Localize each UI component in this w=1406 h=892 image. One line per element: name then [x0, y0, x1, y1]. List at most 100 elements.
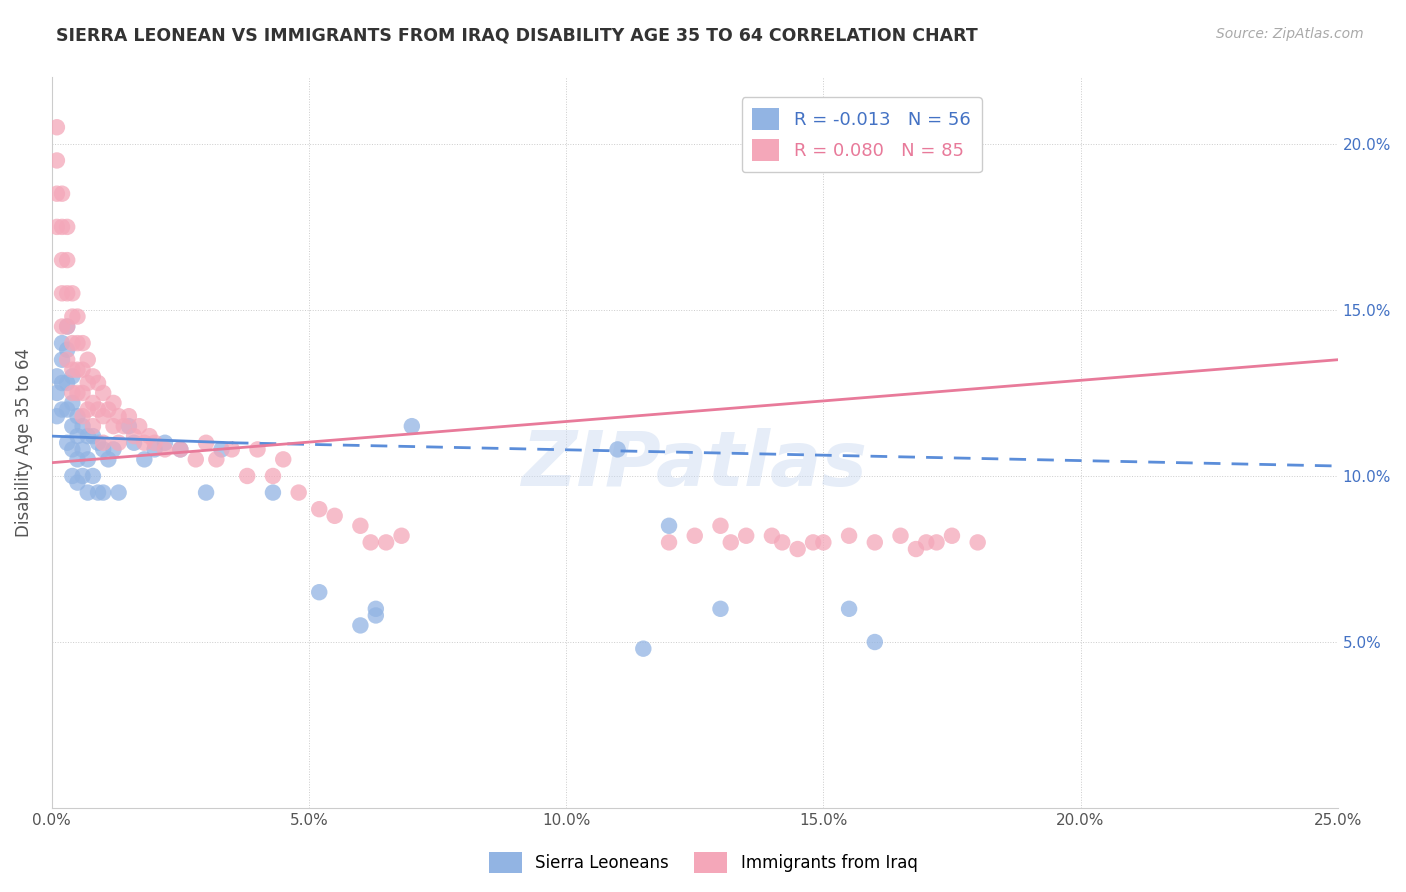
Point	[60, 396, 83, 410]
Point	[118, 419, 141, 434]
Point	[134, 435, 156, 450]
Point	[308, 502, 330, 516]
Point	[169, 442, 191, 457]
Point	[56, 352, 79, 367]
Point	[60, 386, 83, 401]
Point	[72, 409, 94, 424]
Point	[349, 518, 371, 533]
Point	[76, 352, 98, 367]
Point	[66, 386, 89, 401]
Point	[195, 485, 218, 500]
Point	[56, 319, 79, 334]
Point	[51, 402, 73, 417]
Point	[103, 442, 125, 457]
Point	[103, 396, 125, 410]
Point	[72, 362, 94, 376]
Point	[966, 535, 988, 549]
Point	[56, 219, 79, 234]
Point	[45, 409, 67, 424]
Point	[211, 442, 233, 457]
Point	[51, 352, 73, 367]
Point	[60, 419, 83, 434]
Point	[153, 435, 176, 450]
Point	[91, 409, 114, 424]
Point	[51, 319, 73, 334]
Point	[51, 286, 73, 301]
Point	[51, 336, 73, 351]
Point	[838, 529, 860, 543]
Point	[143, 442, 166, 457]
Point	[66, 409, 89, 424]
Point	[262, 485, 284, 500]
Point	[925, 535, 948, 549]
Point	[107, 485, 129, 500]
Point	[143, 435, 166, 450]
Point	[658, 518, 681, 533]
Point	[66, 429, 89, 443]
Text: ZIPatlas: ZIPatlas	[522, 427, 868, 501]
Point	[66, 362, 89, 376]
Point	[122, 435, 145, 450]
Point	[87, 435, 110, 450]
Point	[76, 376, 98, 390]
Point	[138, 429, 160, 443]
Text: Source: ZipAtlas.com: Source: ZipAtlas.com	[1216, 27, 1364, 41]
Point	[82, 419, 104, 434]
Point	[56, 435, 79, 450]
Point	[364, 608, 387, 623]
Point	[87, 402, 110, 417]
Point	[271, 452, 294, 467]
Point	[91, 386, 114, 401]
Point	[56, 319, 79, 334]
Point	[941, 529, 963, 543]
Point	[813, 535, 835, 549]
Point	[606, 442, 628, 457]
Point	[60, 310, 83, 324]
Point	[103, 419, 125, 434]
Point	[45, 386, 67, 401]
Point	[107, 435, 129, 450]
Point	[45, 219, 67, 234]
Point	[51, 219, 73, 234]
Point	[56, 286, 79, 301]
Point	[118, 409, 141, 424]
Point	[134, 452, 156, 467]
Point	[709, 602, 731, 616]
Point	[633, 641, 655, 656]
Point	[205, 452, 228, 467]
Point	[364, 602, 387, 616]
Point	[60, 442, 83, 457]
Point	[45, 186, 67, 201]
Point	[72, 336, 94, 351]
Point	[60, 469, 83, 483]
Point	[45, 153, 67, 168]
Point	[56, 402, 79, 417]
Point	[735, 529, 758, 543]
Point	[87, 485, 110, 500]
Y-axis label: Disability Age 35 to 64: Disability Age 35 to 64	[15, 348, 32, 537]
Point	[72, 469, 94, 483]
Point	[97, 452, 120, 467]
Point	[76, 402, 98, 417]
Point	[91, 442, 114, 457]
Point	[287, 485, 309, 500]
Point	[375, 535, 398, 549]
Point	[72, 419, 94, 434]
Point	[66, 452, 89, 467]
Point	[401, 419, 423, 434]
Point	[360, 535, 382, 549]
Point	[91, 435, 114, 450]
Point	[863, 535, 886, 549]
Point	[122, 429, 145, 443]
Point	[76, 452, 98, 467]
Point	[66, 336, 89, 351]
Legend: Sierra Leoneans, Immigrants from Iraq: Sierra Leoneans, Immigrants from Iraq	[482, 846, 924, 880]
Point	[863, 635, 886, 649]
Point	[60, 286, 83, 301]
Point	[56, 376, 79, 390]
Point	[51, 253, 73, 268]
Text: SIERRA LEONEAN VS IMMIGRANTS FROM IRAQ DISABILITY AGE 35 TO 64 CORRELATION CHART: SIERRA LEONEAN VS IMMIGRANTS FROM IRAQ D…	[56, 27, 979, 45]
Point	[262, 469, 284, 483]
Point	[45, 369, 67, 384]
Legend: R = -0.013   N = 56, R = 0.080   N = 85: R = -0.013 N = 56, R = 0.080 N = 85	[741, 97, 981, 172]
